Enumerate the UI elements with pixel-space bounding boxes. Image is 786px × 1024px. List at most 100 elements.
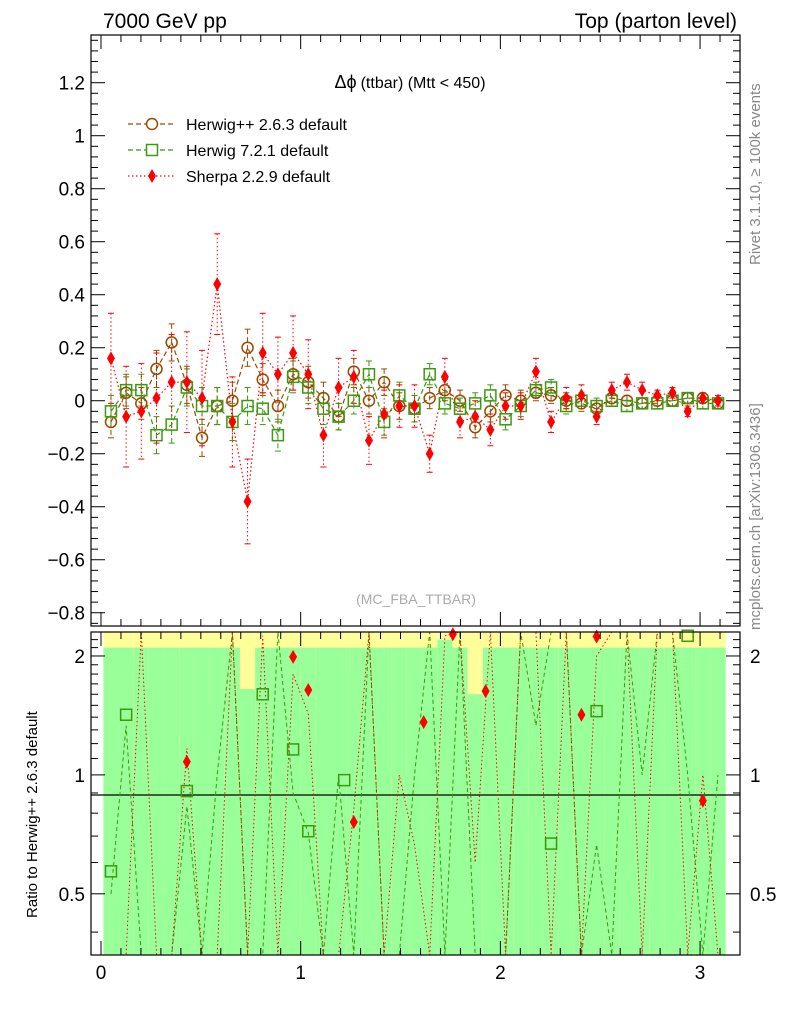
plot-title-text: (ttbar) (Mtt < 450)	[361, 75, 486, 92]
ratio-band-green	[179, 647, 195, 955]
header-right-label: Top (parton level)	[575, 10, 737, 33]
series-line-herwigpp	[110, 340, 719, 440]
main-y-tick-label: −0.2	[47, 445, 85, 466]
data-point-herwig7	[135, 383, 148, 397]
ratio-band-green	[482, 647, 498, 955]
ratio-band-green	[346, 647, 362, 955]
data-point-herwig7	[347, 394, 361, 407]
legend-label-herwigpp: Herwig++ 2.6.3 default	[186, 117, 348, 134]
data-point-sherpa	[607, 383, 616, 398]
data-point-sherpa	[562, 391, 571, 406]
ratio-y-tick-label-right: 1	[750, 766, 761, 787]
data-point-herwig7	[438, 397, 452, 410]
data-point-sherpa	[698, 391, 707, 406]
data-point-herwigpp	[256, 373, 269, 386]
data-point-sherpa	[273, 367, 282, 382]
ratio-band-green	[164, 647, 180, 955]
data-point-sherpa	[122, 409, 131, 424]
data-point-herwig7	[332, 410, 345, 423]
data-point-sherpa	[167, 375, 176, 390]
ratio-line-herwig7	[110, 631, 719, 956]
data-point-sherpa	[258, 346, 267, 361]
ratio-point-herwig7	[119, 708, 133, 721]
data-point-sherpa	[213, 277, 222, 292]
ratio-band-green	[558, 647, 574, 955]
ratio-band-green	[437, 639, 453, 955]
data-point-sherpa	[243, 494, 252, 509]
ratio-point-sherpa	[349, 814, 358, 829]
ratio-point-herwig7	[544, 837, 558, 850]
data-point-sherpa	[486, 422, 495, 437]
data-point-herwig7	[286, 370, 300, 384]
ratio-band-green	[209, 647, 225, 955]
ratio-point-sherpa	[592, 629, 601, 644]
legend: Herwig++ 2.6.3 default Herwig 7.2.1 defa…	[128, 117, 348, 186]
ratio-band-green	[285, 647, 301, 955]
ratio-point-sherpa	[182, 754, 191, 769]
data-point-herwig7	[484, 389, 497, 402]
rivet-version-label: Rivet 3.1.10, ≥ 100k events	[747, 83, 764, 265]
ratio-point-herwig7	[286, 743, 300, 756]
main-y-tick-label: −0.8	[47, 604, 85, 625]
data-point-sherpa	[638, 383, 647, 398]
ratio-point-herwig7	[302, 825, 315, 838]
header-left-label: 7000 GeV pp	[103, 10, 227, 33]
legend-label-herwig7: Herwig 7.2.1 default	[186, 143, 329, 160]
ratio-band-green	[604, 647, 620, 955]
data-point-sherpa	[228, 414, 237, 429]
ratio-band-green	[452, 647, 468, 955]
ratio-band-green	[573, 647, 590, 955]
ratio-point-herwig7	[681, 629, 694, 643]
data-point-sherpa	[380, 406, 389, 421]
ratio-point-sherpa	[448, 627, 457, 642]
data-point-sherpa	[334, 380, 343, 395]
data-point-sherpa	[106, 351, 115, 366]
legend-marker-diamond	[148, 169, 156, 183]
ratio-band-green	[331, 647, 347, 955]
data-point-sherpa	[547, 414, 556, 429]
data-point-herwigpp	[453, 394, 467, 407]
ratio-y-tick-label: 1	[74, 766, 85, 787]
data-point-herwigpp	[362, 394, 376, 407]
data-point-sherpa	[395, 399, 404, 414]
ratio-band-green	[118, 647, 134, 955]
ratio-band-green	[406, 647, 423, 955]
mcplots-reference-label: mcplots.cern.ch [arXiv:1306.3436]	[747, 403, 764, 630]
data-point-sherpa	[304, 367, 313, 382]
main-y-tick-label: 1	[74, 127, 85, 148]
data-point-sherpa	[349, 369, 358, 384]
data-point-sherpa	[182, 375, 191, 390]
data-point-sherpa	[668, 385, 677, 400]
ratio-panel: 0.5 0.5 1 1 2 2 0 1 2 3 Ratio to Herwig++ 2.6.3 …	[24, 35, 776, 984]
data-point-herwig7	[119, 383, 133, 397]
data-point-sherpa	[456, 414, 465, 429]
data-point-herwigpp	[226, 394, 239, 407]
ratio-point-herwig7	[256, 688, 269, 701]
data-point-herwig7	[104, 405, 118, 418]
analysis-watermark: (MC_FBA_TTBAR)	[356, 591, 476, 607]
ratio-point-sherpa	[304, 683, 313, 698]
main-series-markers	[104, 277, 725, 509]
data-point-herwig7	[150, 428, 163, 442]
ratio-y-tick-label-right: 0.5	[750, 885, 776, 906]
data-point-sherpa	[471, 409, 480, 424]
data-point-herwigpp	[438, 383, 452, 397]
data-point-sherpa	[516, 399, 525, 414]
data-point-herwig7	[271, 428, 285, 442]
data-point-herwigpp	[241, 341, 254, 354]
legend-marker-circle	[145, 117, 159, 131]
plot-title-symbol: Δϕ	[334, 72, 356, 92]
ratio-band-green	[133, 647, 149, 955]
data-point-sherpa	[319, 428, 328, 443]
ratio-band-green	[634, 647, 650, 955]
plot-title: Δϕ (ttbar) (Mtt < 450)	[334, 72, 485, 92]
x-tick-label: 2	[495, 963, 506, 984]
ratio-point-herwig7	[104, 865, 118, 878]
main-y-axis-ticks: −0.8 −0.6 −0.4 −0.2 0 0.2 0.4 0.6 0.8 1 1.2	[47, 39, 740, 625]
data-point-herwig7	[620, 399, 634, 413]
data-point-herwigpp	[544, 389, 558, 402]
ratio-band-green	[589, 647, 605, 955]
data-point-herwig7	[499, 413, 512, 426]
data-point-herwigpp	[484, 405, 497, 418]
